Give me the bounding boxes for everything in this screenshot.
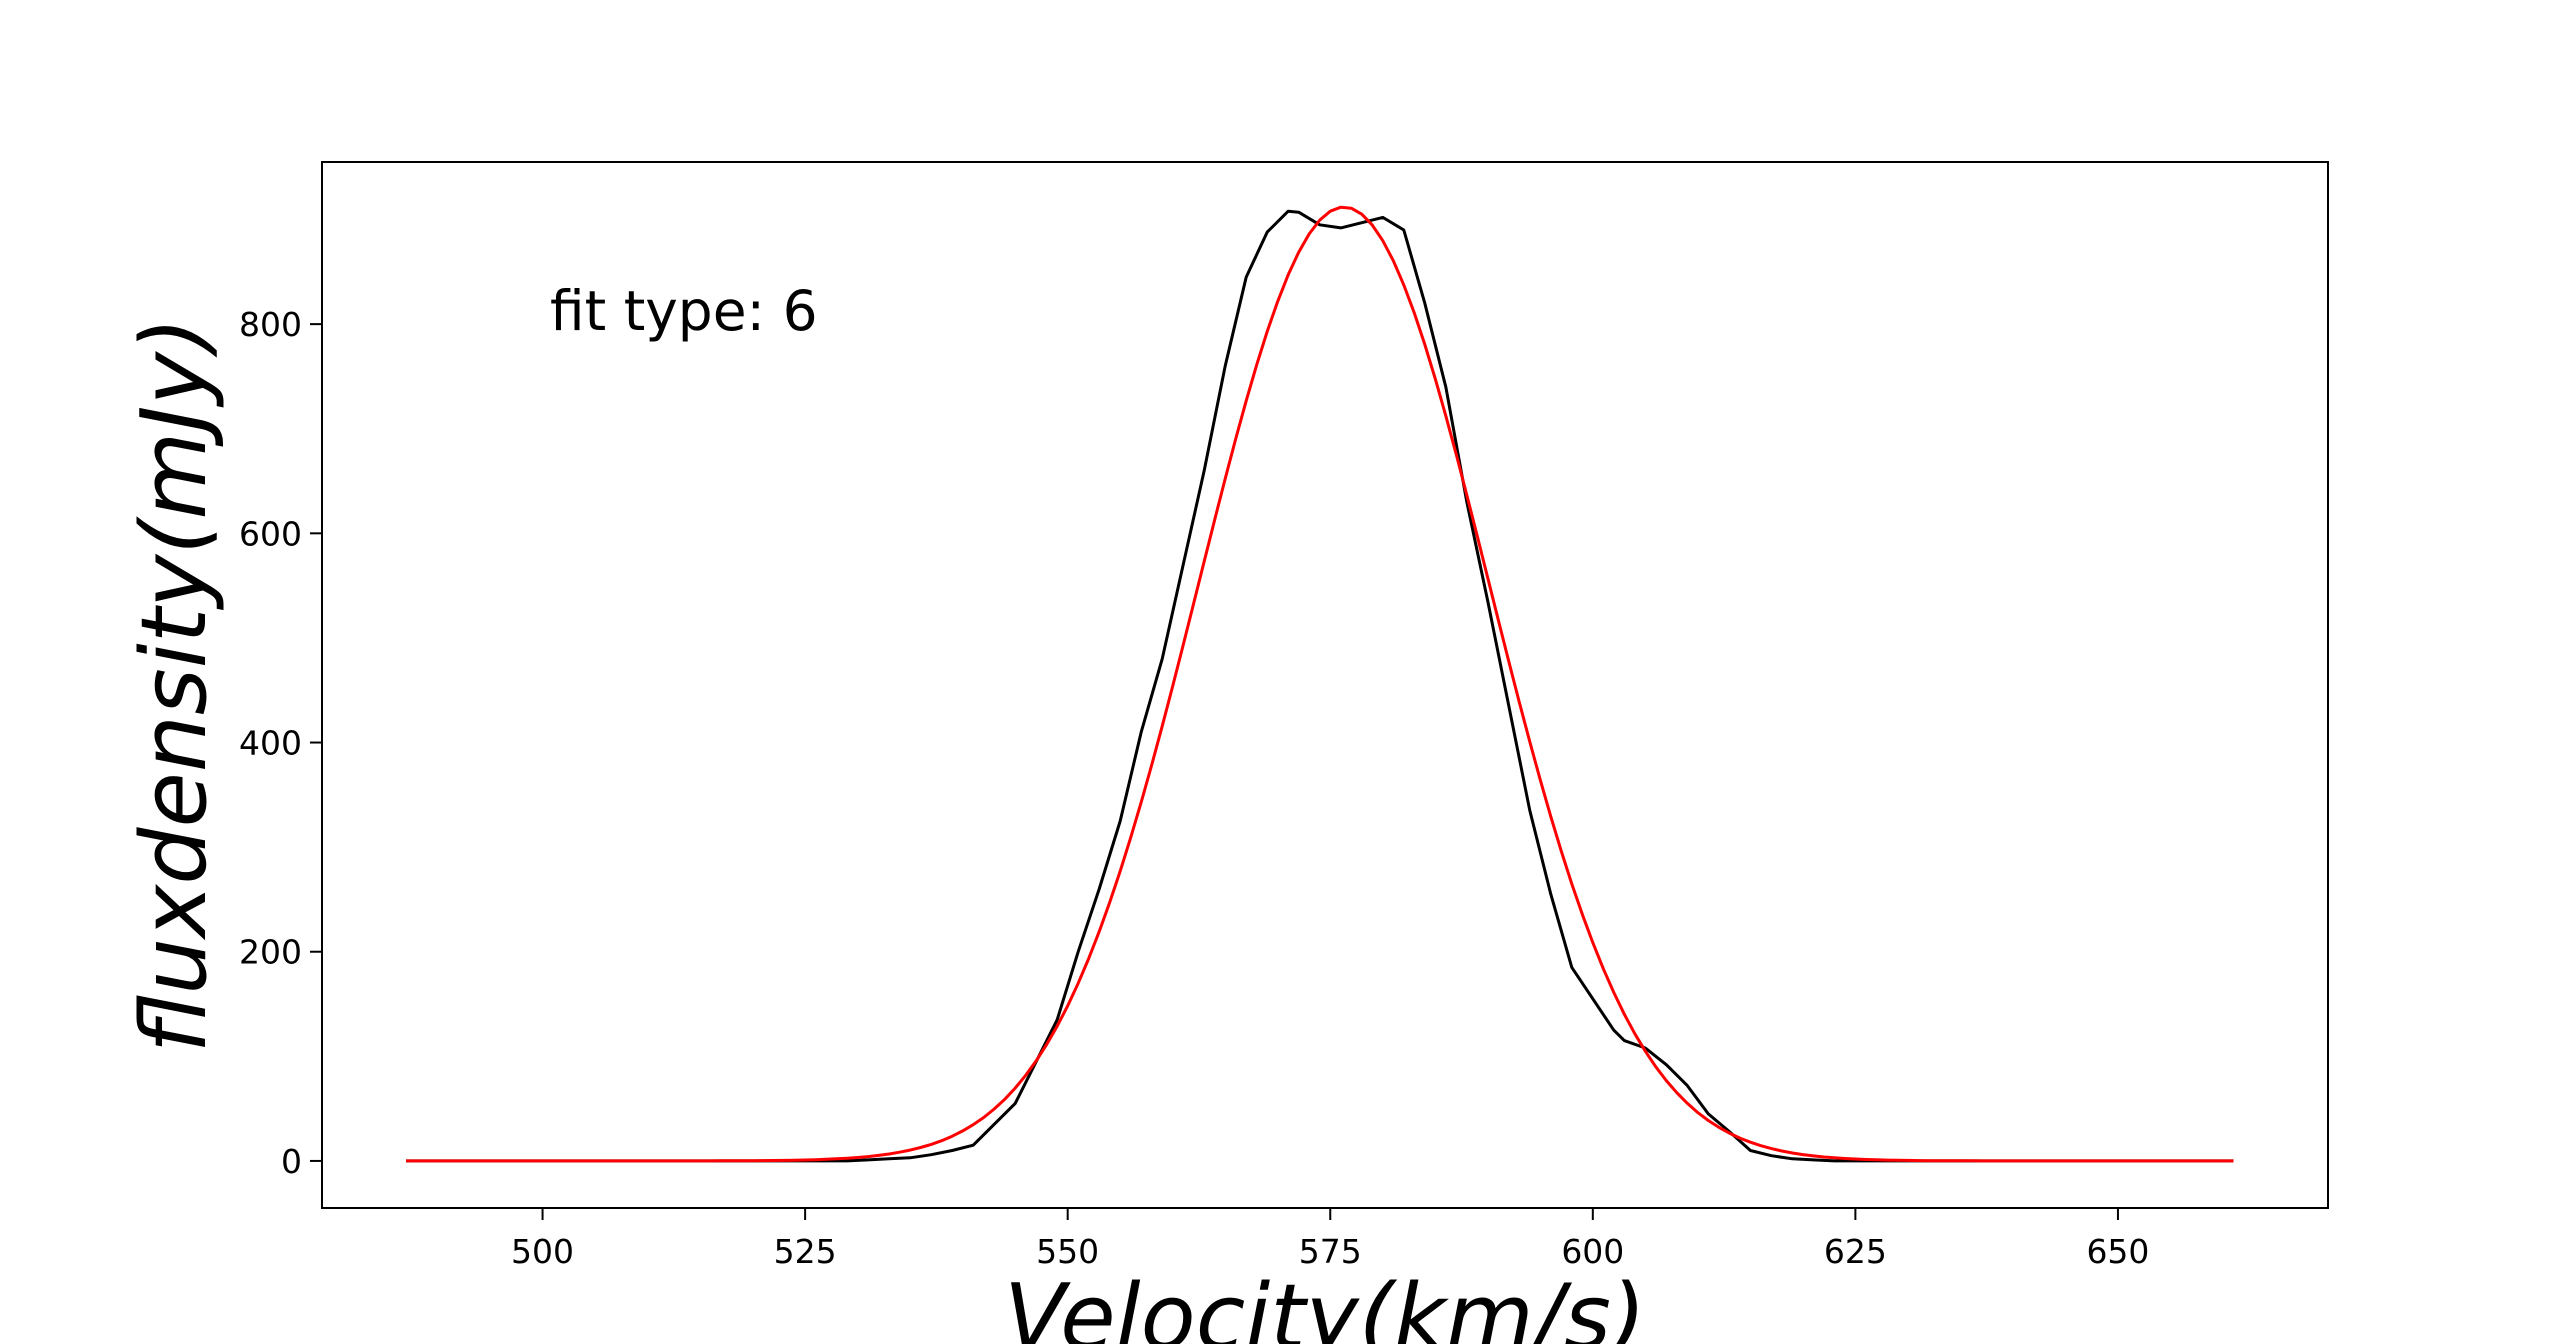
series-line-2	[406, 205, 2234, 1163]
y-tick-label: 800	[239, 305, 302, 344]
fit-type-annotation: fit type: 6	[550, 279, 818, 343]
x-tick-label: 525	[774, 1232, 837, 1271]
series-layer	[406, 205, 2234, 1163]
x-tick-label: 600	[1561, 1232, 1624, 1271]
x-axis: 500 525 550 575 600 625 650	[511, 1208, 2149, 1271]
y-tick-label: 600	[239, 514, 302, 553]
x-tick-label: 550	[1036, 1232, 1099, 1271]
y-tick-label: 0	[281, 1142, 302, 1181]
y-tick-label: 200	[239, 933, 302, 972]
y-axis-label: fluxdensity(mJy)	[122, 317, 227, 1053]
x-tick-label: 575	[1299, 1232, 1362, 1271]
x-tick-label: 625	[1824, 1232, 1887, 1271]
y-axis: 0 200 400 600 800	[239, 305, 322, 1181]
y-tick-label: 400	[239, 724, 302, 763]
plot-frame	[321, 161, 2329, 1209]
x-tick-label: 500	[511, 1232, 574, 1271]
x-tick-label: 650	[2086, 1232, 2149, 1271]
x-axis-label: Velocity(km/s)	[1004, 1265, 1646, 1344]
